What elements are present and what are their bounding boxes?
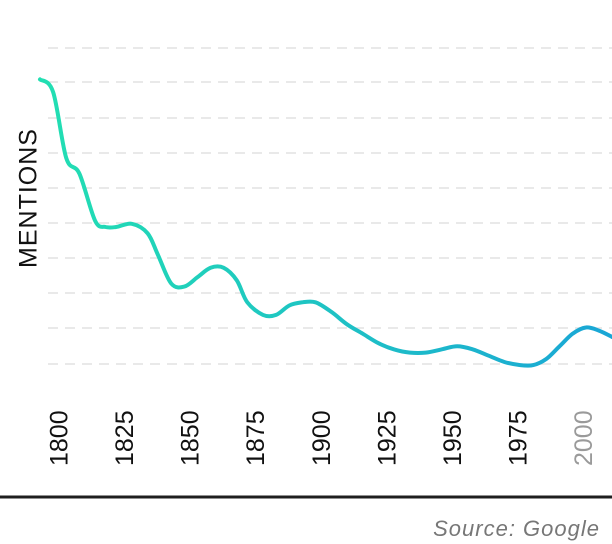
x-axis-ticks: 1800 1825 1850 1875 1900 1925 1950 1975 2000 <box>45 410 598 466</box>
source-note: Source: Google <box>433 516 600 541</box>
x-tick-label: 1875 <box>242 410 270 466</box>
x-tick-label: 1800 <box>45 410 73 466</box>
series-line <box>38 77 612 368</box>
x-tick-label: 1950 <box>439 410 467 466</box>
y-axis-label: MENTIONS <box>15 128 43 268</box>
x-tick-label: 1900 <box>308 410 336 466</box>
x-tick-label: 1975 <box>505 410 533 466</box>
x-tick-label: 1925 <box>373 410 401 466</box>
x-tick-label: 1825 <box>111 410 139 466</box>
x-tick-label: 1850 <box>177 410 205 466</box>
x-tick-label: 2000 <box>570 410 598 466</box>
gridlines <box>48 47 612 365</box>
